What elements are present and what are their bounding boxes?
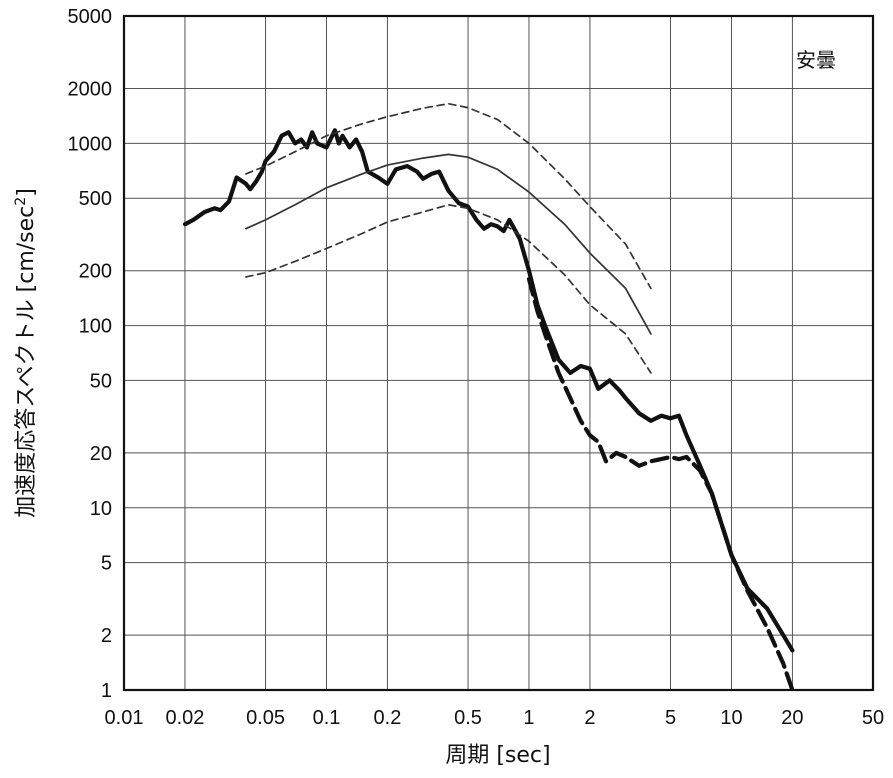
y-axis-title-close: ] [14,188,39,197]
y-tick-label: 10 [90,498,112,520]
x-tick-label: 0.01 [105,707,144,729]
x-tick-label: 20 [781,707,803,729]
y-tick-label: 50 [90,370,112,392]
x-tick-label: 0.5 [454,707,482,729]
y-axis-title-sup: 2 [13,197,29,206]
series-line-4-thin-dashed [245,102,652,290]
series-line-5-thin-dashed [245,203,652,374]
series-line-2-thick-dashed [526,277,795,693]
annotation-label: 安曇 [796,48,836,72]
series-layer [182,102,795,693]
x-tick-label: 0.02 [165,707,204,729]
tick-labels: 0.01 0.02 0.05 0.1 0.2 0.5 1 2 5 10 20 50 1 2 5 10 20 50 1… [68,6,885,729]
plot-frame [122,14,875,692]
x-tick-label: 50 [862,707,884,729]
y-tick-label: 2 [101,625,112,647]
x-tick-label: 2 [584,707,595,729]
x-tick-label: 0.2 [374,707,402,729]
y-tick-label: 5 [101,553,112,575]
x-tick-label: 0.1 [313,707,341,729]
x-tick-label: 0.05 [246,707,285,729]
y-axis-title: 加速度応答スペクトル [cm/sec2] [13,188,39,518]
y-tick-label: 20 [90,443,112,465]
y-axis-title-main: 加速度応答スペクトル [cm/sec [14,206,39,518]
y-tick-label: 1000 [68,133,113,155]
x-tick-label: 1 [523,707,534,729]
grid [124,16,873,690]
x-tick-label: 5 [665,707,676,729]
y-tick-label: 200 [79,261,112,283]
y-tick-label: 2000 [68,79,113,101]
series-line-1-thick-solid [182,128,795,653]
y-tick-label: 5000 [68,6,113,28]
x-axis-title: 周期 [sec] [445,743,550,768]
y-tick-label: 1 [101,680,112,702]
series-line-3-thin-solid [245,153,652,335]
y-tick-label: 500 [79,188,112,210]
x-tick-label: 10 [720,707,742,729]
y-tick-label: 100 [79,316,112,338]
